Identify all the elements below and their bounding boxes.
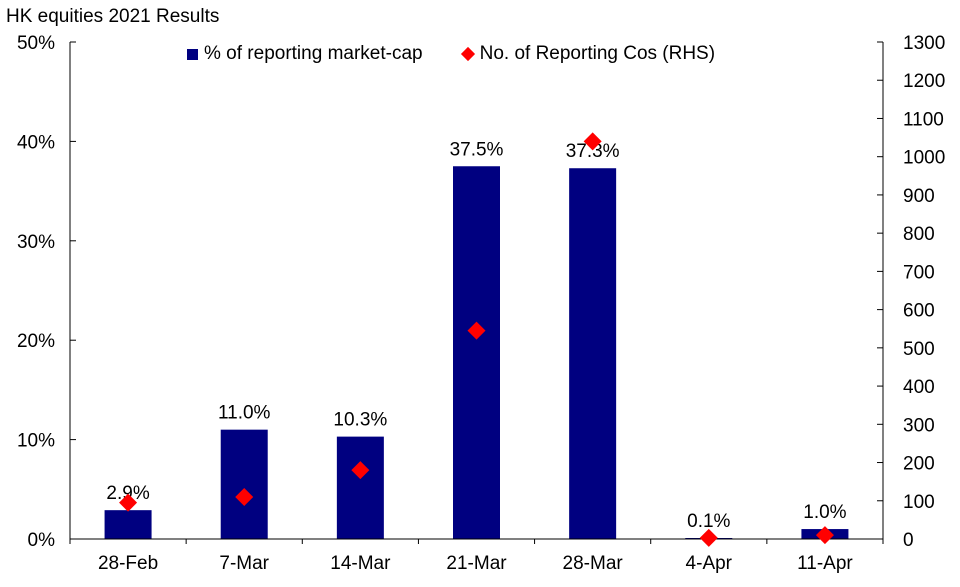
- y-left-tick-label: 50%: [17, 33, 55, 54]
- y-right-tick-label: 700: [903, 262, 935, 283]
- x-tick-label: 21-Mar: [446, 553, 507, 574]
- y-right-tick-label: 300: [903, 415, 935, 436]
- legend-bar-label: % of reporting market-cap: [204, 43, 423, 64]
- bar-28-Feb: [104, 510, 152, 539]
- bar-21-Mar: [453, 166, 500, 539]
- bar-14-Mar: [336, 436, 384, 539]
- y-right-tick-label: 400: [903, 377, 935, 398]
- legend-bar-swatch: [187, 48, 198, 60]
- y-left-tick-label: 30%: [17, 232, 55, 253]
- y-right-tick-label: 100: [903, 492, 935, 513]
- marker-11-Apr: [815, 526, 834, 545]
- x-tick-label: 7-Mar: [219, 553, 269, 574]
- y-right-tick-label: 1000: [903, 148, 945, 169]
- bar-value-label: 37.5%: [450, 139, 504, 160]
- bar-28-Mar: [569, 168, 617, 539]
- bar-value-label: 2.9%: [106, 483, 149, 504]
- bar-7-Mar: [220, 429, 268, 539]
- y-right-tick-label: 900: [903, 186, 935, 207]
- x-tick-label: 4-Apr: [686, 553, 733, 574]
- bar-value-label: 0.1%: [687, 511, 730, 532]
- chart-legend: % of reporting market-cap No. of Reporti…: [187, 43, 715, 65]
- marker-28-Mar: [583, 132, 602, 151]
- y-right-tick-label: 1300: [903, 33, 945, 54]
- y-right-tick-label: 1200: [903, 71, 945, 92]
- marker-21-Mar: [467, 321, 486, 340]
- marker-14-Mar: [351, 461, 370, 480]
- legend-marker-label: No. of Reporting Cos (RHS): [479, 43, 716, 64]
- legend-marker-swatch: [460, 46, 475, 62]
- y-right-tick-label: 600: [903, 301, 935, 322]
- y-right-tick-label: 800: [903, 224, 935, 245]
- y-left-tick-label: 0%: [28, 530, 56, 551]
- marker-7-Mar: [235, 487, 254, 506]
- y-left-tick-label: 40%: [17, 132, 55, 153]
- y-left-tick-label: 10%: [17, 431, 55, 452]
- y-left-tick-label: 20%: [17, 331, 55, 352]
- x-tick-label: 28-Feb: [98, 553, 158, 574]
- x-tick-label: 28-Mar: [563, 553, 624, 574]
- y-right-tick-label: 500: [903, 339, 935, 360]
- x-tick-label: 14-Mar: [330, 553, 391, 574]
- bar-value-label: 1.0%: [803, 502, 846, 523]
- bar-value-label: 10.3%: [333, 410, 387, 431]
- marker-28-Feb: [119, 493, 138, 512]
- y-right-tick-label: 1100: [903, 109, 944, 130]
- x-tick-label: 11-Apr: [797, 553, 853, 574]
- bar-value-label: 11.0%: [218, 403, 271, 424]
- y-right-tick-label: 200: [903, 454, 935, 475]
- marker-4-Apr: [699, 528, 718, 547]
- bar-value-label: 37.3%: [566, 141, 620, 162]
- y-right-tick-label: 0: [903, 530, 914, 551]
- chart-title: HK equities 2021 Results: [6, 6, 220, 27]
